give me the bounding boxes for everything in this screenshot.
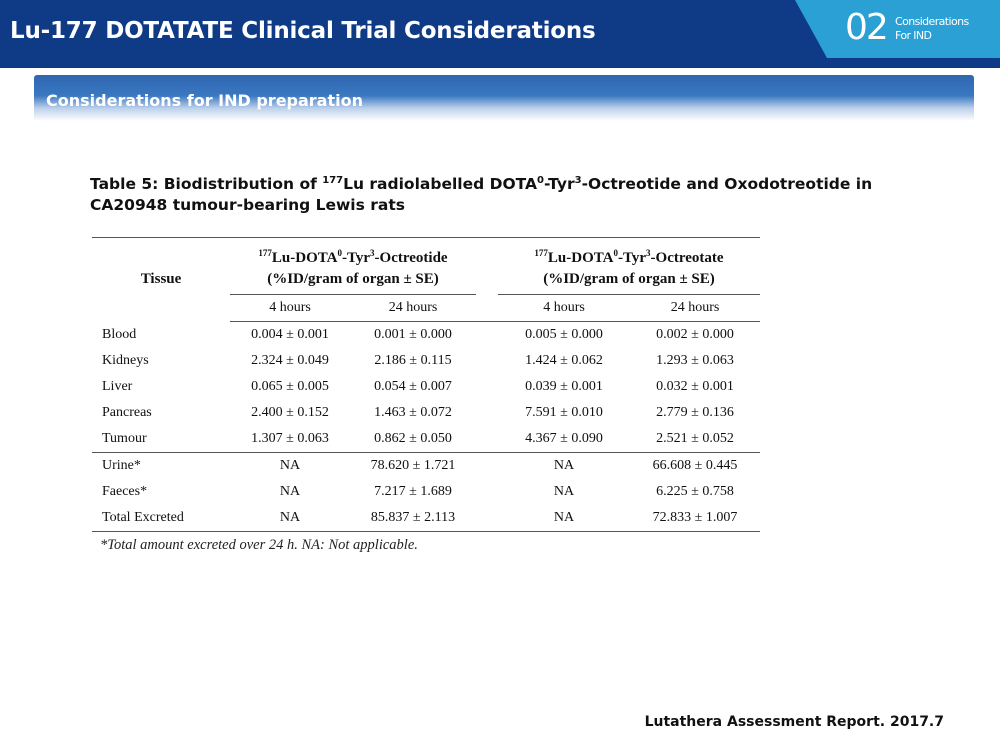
- value-cell: 2.521 ± 0.052: [656, 430, 734, 446]
- value-cell: 0.032 ± 0.001: [656, 378, 734, 394]
- tissue-cell: Blood: [102, 326, 137, 342]
- tissue-cell: Kidneys: [102, 352, 149, 368]
- section-badge: 02 Considerations For IND: [795, 0, 1000, 58]
- subheader-cell: 4 hours: [230, 294, 350, 322]
- value-cell: 0.862 ± 0.050: [374, 430, 452, 446]
- value-cell: 66.608 ± 0.445: [630, 451, 760, 479]
- value-cell: 0.005 ± 0.000: [525, 326, 603, 342]
- value-cell: 2.324 ± 0.049: [251, 352, 329, 368]
- biodistribution-table: Tissue 177Lu-DOTA0-Tyr3-Octreotide (%ID/…: [92, 237, 760, 532]
- group-header-octreotate: 177Lu-DOTA0-Tyr3-Octreotate (%ID/gram of…: [534, 247, 724, 287]
- table-row: Kidneys 2.324 ± 0.049 2.186 ± 0.115 1.424 ±…: [92, 348, 760, 374]
- source-citation: Lutathera Assessment Report. 2017.7: [644, 714, 944, 730]
- section-title: Considerations for IND preparation: [46, 91, 363, 110]
- table-row: Urine* NA 78.620 ± 1.721 NA 66.608 ± 0.445: [92, 451, 760, 479]
- header-bar: Lu-177 DOTATATE Clinical Trial Considera…: [0, 0, 1000, 68]
- table-row: Tumour 1.307 ± 0.063 0.862 ± 0.050 4.367 ± …: [92, 426, 760, 453]
- value-cell: 7.217 ± 1.689: [374, 483, 452, 499]
- tissue-cell: Liver: [102, 378, 133, 394]
- value-cell: 7.591 ± 0.010: [525, 404, 603, 420]
- value-cell: 4.367 ± 0.090: [525, 430, 603, 446]
- table-row: Liver 0.065 ± 0.005 0.054 ± 0.007 0.039 ± 0…: [92, 374, 760, 400]
- value-cell: 0.054 ± 0.007: [374, 378, 452, 394]
- badge-line-1: Considerations: [895, 15, 969, 28]
- value-cell: NA: [498, 451, 630, 479]
- value-cell: 85.837 ± 2.113: [350, 504, 476, 532]
- badge-line-2: For IND: [895, 29, 932, 42]
- value-cell: 2.400 ± 0.152: [251, 404, 329, 420]
- badge-label: Considerations For IND: [895, 15, 995, 43]
- value-cell: NA: [498, 504, 630, 532]
- badge-number: 02: [845, 7, 889, 48]
- value-cell: 0.002 ± 0.000: [656, 326, 734, 342]
- value-cell: NA: [230, 504, 350, 532]
- value-cell: 2.186 ± 0.115: [374, 352, 452, 368]
- value-cell: 0.004 ± 0.001: [251, 326, 329, 342]
- section-banner: Considerations for IND preparation: [34, 75, 974, 121]
- table-caption: Table 5: Biodistribution of 177Lu radiol…: [90, 174, 873, 214]
- value-cell: 6.225 ± 0.758: [656, 483, 734, 499]
- table-row: Total Excreted NA 85.837 ± 2.113 NA 72.833 ±…: [92, 504, 760, 532]
- tissue-cell: Urine*: [92, 451, 230, 479]
- value-cell: 78.620 ± 1.721: [350, 451, 476, 479]
- value-cell: 1.463 ± 0.072: [374, 404, 452, 420]
- value-cell: 1.307 ± 0.063: [251, 430, 329, 446]
- value-cell: 2.779 ± 0.136: [656, 404, 734, 420]
- tissue-cell: Total Excreted: [92, 504, 230, 532]
- value-cell: 0.039 ± 0.001: [525, 378, 603, 394]
- value-cell: 72.833 ± 1.007: [630, 504, 760, 532]
- value-cell: NA: [553, 483, 575, 499]
- tissue-cell: Tumour: [102, 430, 147, 446]
- value-cell: 1.424 ± 0.062: [525, 352, 603, 368]
- table-row: Faeces* NA 7.217 ± 1.689 NA 6.225 ± 0.758: [92, 479, 760, 505]
- subheader-cell: 24 hours: [630, 294, 760, 322]
- subheader-cell: 24 hours: [350, 294, 476, 322]
- value-cell: 0.065 ± 0.005: [251, 378, 329, 394]
- table-row: Blood 0.004 ± 0.001 0.001 ± 0.000 0.005 ± 0…: [92, 322, 760, 348]
- tissue-cell: Pancreas: [102, 404, 152, 420]
- group-header-octreotide: 177Lu-DOTA0-Tyr3-Octreotide (%ID/gram of…: [258, 247, 448, 287]
- subheader-cell: 4 hours: [498, 294, 630, 322]
- value-cell: NA: [279, 483, 301, 499]
- tissue-column-header: Tissue: [140, 271, 182, 288]
- page-title: Lu-177 DOTATATE Clinical Trial Considera…: [10, 18, 596, 44]
- table-footnote: *Total amount excreted over 24 h. NA: No…: [100, 537, 418, 553]
- value-cell: NA: [230, 451, 350, 479]
- table-row: Pancreas 2.400 ± 0.152 1.463 ± 0.072 7.591 …: [92, 400, 760, 426]
- value-cell: 1.293 ± 0.063: [656, 352, 734, 368]
- value-cell: 0.001 ± 0.000: [374, 326, 452, 342]
- tissue-cell: Faeces*: [102, 483, 148, 499]
